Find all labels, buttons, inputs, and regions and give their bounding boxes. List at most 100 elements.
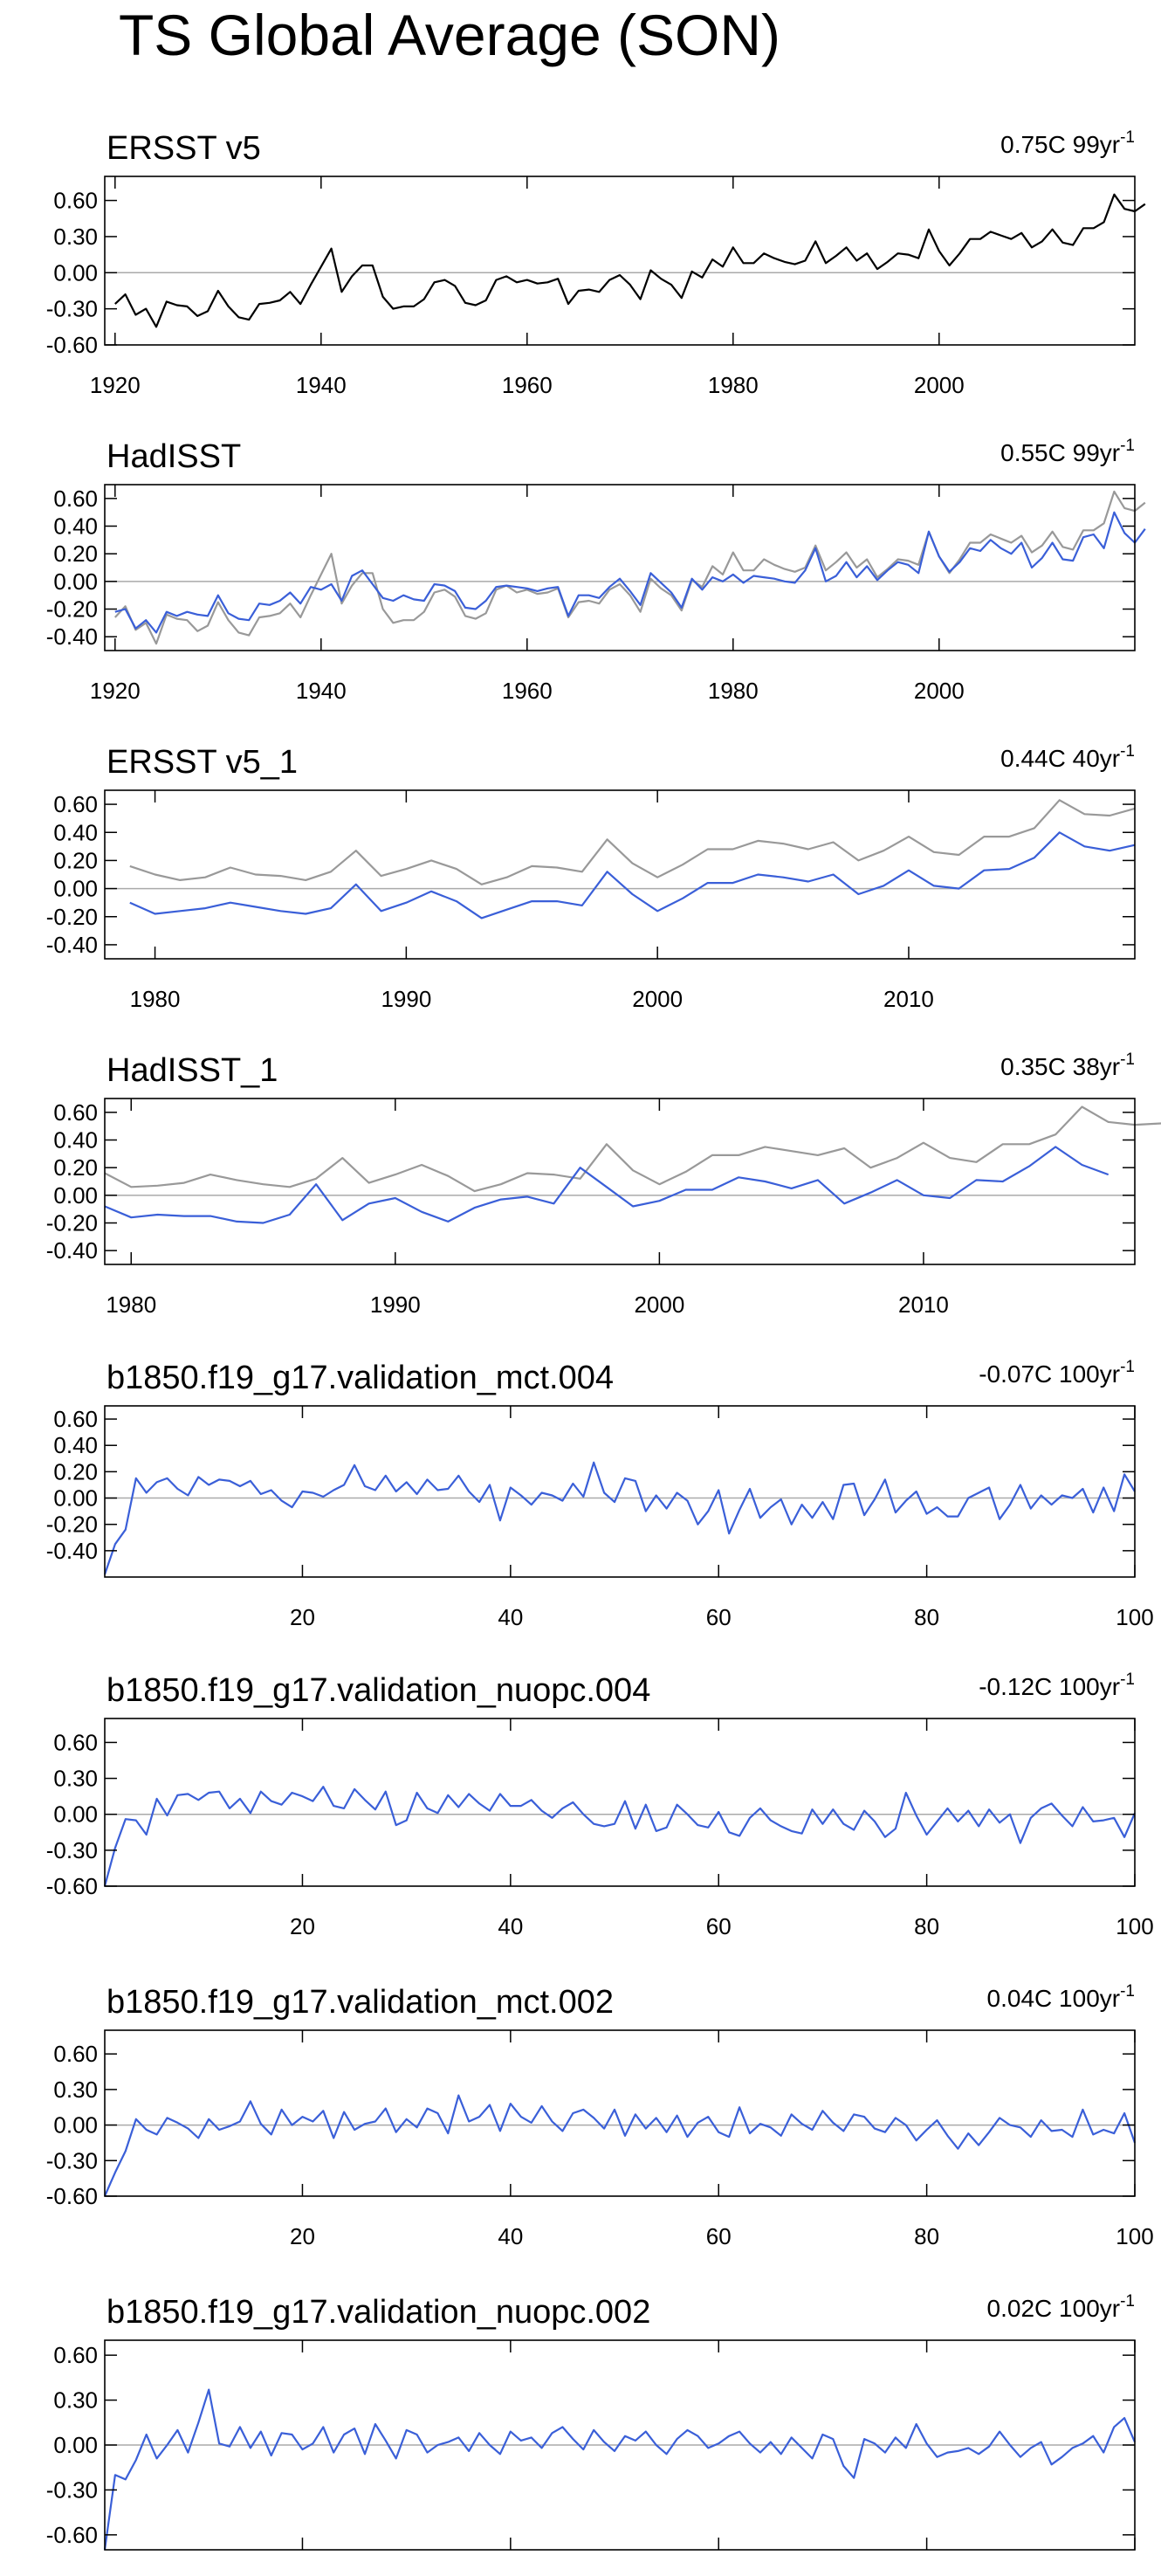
panel-4-stat-value: 0.35C 38yr [1000,1053,1120,1080]
panel-2-ytick-label: 0.60 [53,486,98,512]
panel-1-title: ERSST v5 [106,130,261,167]
panel-3-ytick-label: -0.20 [46,904,98,930]
panel-4-ytick-label: 0.00 [53,1182,98,1209]
panel-3-series-2 [129,831,1136,920]
panel-5-ytick-label: 0.60 [53,1406,98,1432]
panel-3-frame [104,789,1136,960]
panel-8-ytick-label: 0.60 [53,2342,98,2368]
panel-4-stat-superscript: -1 [1120,1050,1135,1069]
panel-5-series-1 [103,1461,1136,1575]
panel-4-stat: 0.35C 38yr-1 [1000,1050,1135,1080]
panel-4-xtick-label: 1990 [370,1291,421,1318]
panel-8-ytick-label: -0.60 [46,2522,98,2548]
panel-2-ytick-label: 0.00 [53,568,98,595]
panel-6-xtick-label: 60 [706,1913,732,1939]
panel-1-xtick-label: 2000 [914,372,965,398]
panel-6-stat: -0.12C 100yr-1 [979,1670,1135,1700]
panel-1-ytick-label: -0.30 [46,296,98,322]
panel-5-xtick-label: 100 [1116,1604,1153,1630]
panel-1-frame [104,176,1136,346]
panel-7-xtick-label: 60 [706,2223,732,2249]
panel-6-series-1 [103,1786,1137,1887]
panel-4-ytick-label: 0.20 [53,1154,98,1181]
panel-6-ytick-label: 0.30 [53,1766,98,1792]
panel-7-stat-value: 0.04C 100yr [987,1985,1121,2012]
page-title: TS Global Average (SON) [118,3,781,67]
panel-1-stat: 0.75C 99yr-1 [1000,128,1135,158]
panel-4-xtick-label: 2010 [898,1291,949,1318]
panel-5-ytick-label: -0.40 [46,1538,98,1564]
panel-1-xtick-label: 1980 [708,372,759,398]
panel-5-ytick-label: 0.00 [53,1485,98,1512]
panel-1: ERSST v5 0.75C 99yr-1 -0.60 -0.30 0.00 0.30 0.… [46,128,1146,398]
panel-7-xtick-label: 100 [1116,2223,1153,2249]
panel-1-xtick-label: 1960 [502,372,553,398]
panel-4-ytick-label: 0.60 [53,1099,98,1126]
panel-7-ytick-label: 0.60 [53,2041,98,2067]
panel-8-stat-value: 0.02C 100yr [987,2295,1121,2322]
panel-8-ytick-label: -0.30 [46,2476,98,2503]
panel-3-xtick-label: 1990 [381,986,431,1012]
panel-5-xtick-label: 80 [914,1604,939,1630]
panel-4-title: HadISST_1 [106,1052,278,1089]
panel-6-title: b1850.f19_g17.validation_nuopc.004 [106,1672,650,1709]
panel-6-ytick-label: 0.00 [53,1801,98,1828]
panel-4-frame [104,1098,1136,1265]
panel-3-stat-value: 0.44C 40yr [1000,745,1120,772]
panel-8-stat: 0.02C 100yr-1 [987,2292,1135,2322]
panel-4-ytick-label: -0.20 [46,1210,98,1236]
panel-1-stat-value: 0.75C 99yr [1000,131,1120,158]
panel-3-xtick-label: 2000 [632,986,683,1012]
panel-7-xtick-label: 80 [914,2223,939,2249]
panel-4-series-1 [104,1105,1161,1193]
panel-1-xtick-label: 1920 [90,372,141,398]
panel-7: b1850.f19_g17.validation_mct.002 0.04C 10… [46,1982,1154,2249]
panel-3-xtick-label: 2010 [883,986,934,1012]
panel-7-series-1 [103,2094,1137,2197]
panel-2-title: HadISST [106,438,241,475]
panel-5-ytick-label: 0.20 [53,1458,98,1484]
panel-1-ytick-label: 0.00 [53,259,98,286]
panel-5-ytick-label: 0.40 [53,1432,98,1458]
panel-6-ytick-label: 0.60 [53,1729,98,1755]
panel-3-title: ERSST v5_1 [106,744,298,781]
panel-5-xtick-label: 20 [290,1604,315,1630]
panel-3-stat-superscript: -1 [1120,742,1135,761]
panel-7-title: b1850.f19_g17.validation_mct.002 [106,1984,614,2021]
panel-5-frame [104,1405,1136,1578]
panel-3-ytick-label: 0.40 [53,819,98,845]
panel-8-stat-superscript: -1 [1120,2292,1135,2311]
panel-6-xtick-label: 80 [914,1913,939,1939]
panel-7-ytick-label: 0.30 [53,2077,98,2103]
panel-8: b1850.f19_g17.validation_nuopc.002 0.02C … [46,2292,1137,2551]
panel-3-ytick-label: 0.20 [53,847,98,873]
panel-2-xtick-label: 1960 [502,678,553,704]
panel-3-xtick-label: 1980 [130,986,181,1012]
panel-1-xtick-label: 1940 [296,372,347,398]
panel-7-xtick-label: 40 [498,2223,523,2249]
panel-6-stat-superscript: -1 [1120,1670,1135,1689]
panel-5-xtick-label: 40 [498,1604,523,1630]
panel-4-xtick-label: 1980 [106,1291,156,1318]
panel-1-ytick-label: 0.30 [53,224,98,250]
panel-5: b1850.f19_g17.validation_mct.004 -0.07C 1… [46,1358,1154,1630]
panel-2-ytick-label: 0.40 [53,513,98,540]
panel-7-stat: 0.04C 100yr-1 [987,1982,1135,2012]
panel-3-ytick-label: 0.60 [53,791,98,817]
panel-2-series-1 [113,490,1146,645]
panel-3-series-1 [129,799,1136,885]
panel-4-xtick-label: 2000 [634,1291,684,1318]
panel-8-ytick-label: 0.00 [53,2432,98,2458]
panel-2-stat-value: 0.55C 99yr [1000,439,1120,466]
panel-6-ytick-label: -0.60 [46,1873,98,1899]
panel-4: HadISST_1 0.35C 38yr-1-0.40-0.200.000.200… [46,1050,1161,1318]
panel-7-stat-superscript: -1 [1120,1982,1135,2001]
panel-2-ytick-label: 0.20 [53,541,98,567]
panel-6: b1850.f19_g17.validation_nuopc.004 -0.12C… [46,1670,1154,1939]
panel-2-xtick-label: 1920 [90,678,141,704]
panel-6-xtick-label: 40 [498,1913,523,1939]
panel-6-xtick-label: 100 [1116,1913,1153,1939]
panel-5-stat-value: -0.07C 100yr [979,1360,1120,1388]
panel-7-ytick-label: 0.00 [53,2112,98,2139]
